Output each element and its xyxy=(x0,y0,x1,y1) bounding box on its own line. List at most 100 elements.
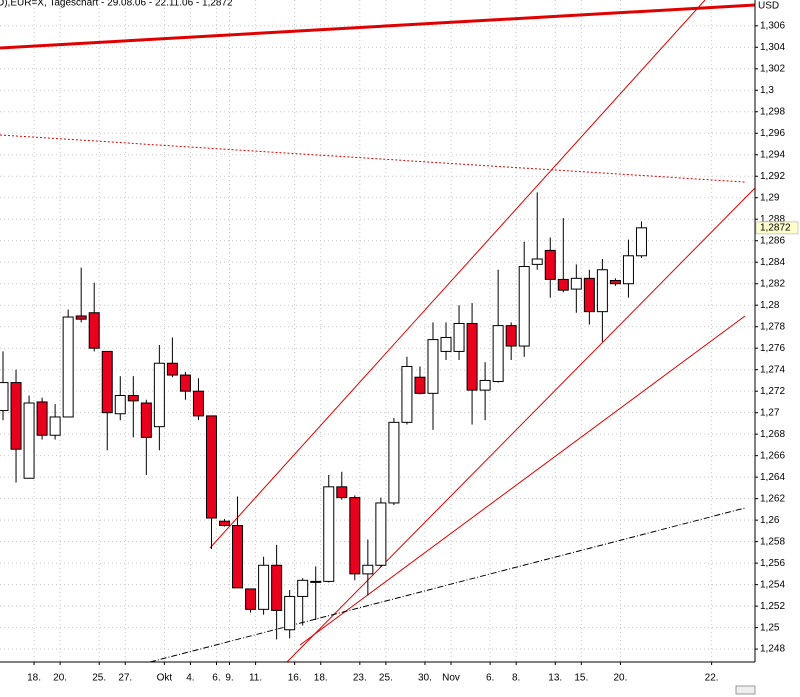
y-tick-label: 1,292 xyxy=(760,171,785,182)
y-tick-label: 1,294 xyxy=(760,149,785,160)
candle-body xyxy=(310,580,322,583)
last-close-box xyxy=(755,221,799,235)
x-tick-label: 9. xyxy=(225,673,233,684)
candle-body xyxy=(375,502,387,566)
last-close-label: 1,2872 xyxy=(760,222,791,233)
y-tick-label: 1,28 xyxy=(760,300,780,311)
candle-body xyxy=(62,316,74,418)
candle-body xyxy=(492,325,504,383)
candle-body xyxy=(114,394,126,415)
candle-body xyxy=(557,278,569,291)
x-tick-label: 25. xyxy=(379,673,393,684)
trend-lines xyxy=(0,0,756,663)
y-tick-label: 1,304 xyxy=(760,42,785,53)
candle-body xyxy=(531,258,543,265)
candle-body xyxy=(23,402,35,479)
x-tick-label: 8. xyxy=(512,673,520,684)
y-tick-label: 1,302 xyxy=(760,63,785,74)
axis-panel xyxy=(755,0,800,697)
candle-body xyxy=(153,362,165,428)
x-tick-label: 11. xyxy=(249,673,262,684)
candle-body xyxy=(596,269,608,313)
scroll-box xyxy=(735,685,756,695)
candle-body xyxy=(49,416,61,436)
candle-body xyxy=(75,315,87,320)
x-tick-label: Okt xyxy=(157,673,173,684)
y-axis-label: USD xyxy=(758,1,779,12)
candle-body xyxy=(88,312,100,349)
trend-line xyxy=(149,507,746,663)
trend-line xyxy=(209,0,706,549)
candle-body xyxy=(635,227,647,257)
x-tick-label: 6. xyxy=(486,673,494,684)
candle-body xyxy=(427,339,439,394)
x-tick-label: 27. xyxy=(118,673,132,684)
candle-body xyxy=(245,588,257,610)
candle-body xyxy=(583,277,595,313)
candle-body xyxy=(479,379,491,391)
y-tick-label: 1,29 xyxy=(760,192,780,203)
x-tick-label: 15. xyxy=(574,673,588,684)
y-tick-label: 1,306 xyxy=(760,20,785,31)
candle-body xyxy=(505,325,517,347)
x-tick-label: 13. xyxy=(548,673,562,684)
y-tick-label: 1,258 xyxy=(760,536,785,547)
candle-body xyxy=(179,374,191,392)
y-tick-label: 1,274 xyxy=(760,364,785,375)
y-tick-label: 1,3 xyxy=(760,85,774,96)
y-tick-label: 1,256 xyxy=(760,558,785,569)
candle-body xyxy=(232,525,244,589)
x-tick-label: Nov xyxy=(442,673,460,684)
trend-line xyxy=(286,187,756,663)
chart-title: D),EUR=X, Tageschart - 29.08.06 - 22.11.… xyxy=(0,0,233,9)
y-tick-label: 1,254 xyxy=(760,579,785,590)
y-tick-label: 1,25 xyxy=(760,622,780,633)
candle-body xyxy=(297,579,309,597)
x-tick-label: 23. xyxy=(353,673,367,684)
x-tick-label: 22. xyxy=(705,673,719,684)
candle-body xyxy=(401,365,413,423)
candles xyxy=(0,192,647,640)
y-tick-label: 1,296 xyxy=(760,128,785,139)
axis-labels: 1,248 1,25 1,252 1,254 1,256 1,258 1,26 1,262 1,… xyxy=(27,20,799,684)
candle-body xyxy=(609,279,621,285)
y-tick-label: 1,278 xyxy=(760,321,785,332)
candle-body xyxy=(336,486,348,499)
y-tick-label: 1,26 xyxy=(760,515,780,526)
y-tick-label: 1,264 xyxy=(760,472,785,483)
candle-body xyxy=(205,415,217,519)
candle-body xyxy=(440,336,452,352)
y-tick-label: 1,282 xyxy=(760,278,785,289)
x-tick-label: 18. xyxy=(314,673,328,684)
candle-body xyxy=(622,255,634,285)
x-tick-label: 18. xyxy=(27,673,41,684)
y-tick-label: 1,288 xyxy=(760,214,785,225)
y-tick-label: 1,298 xyxy=(760,106,785,117)
y-tick-label: 1,272 xyxy=(760,386,785,397)
axis-panel xyxy=(0,662,755,697)
candle-body xyxy=(414,376,426,394)
candle-body xyxy=(284,595,296,631)
y-tick-label: 1,276 xyxy=(760,343,785,354)
x-tick-label: 16. xyxy=(288,673,302,684)
candle-body xyxy=(570,277,582,290)
y-tick-label: 1,262 xyxy=(760,493,785,504)
candle-body xyxy=(466,322,478,391)
y-tick-label: 1,248 xyxy=(760,644,785,655)
candle-body xyxy=(258,564,270,610)
x-tick-label: 4. xyxy=(186,673,194,684)
candle-body xyxy=(349,497,361,575)
candle-body xyxy=(101,350,113,414)
candle-body xyxy=(192,390,204,417)
candle-body xyxy=(544,249,556,280)
candle-body xyxy=(518,266,530,347)
trend-line xyxy=(299,315,746,646)
y-tick-label: 1,286 xyxy=(760,235,785,246)
candle-body xyxy=(453,322,465,352)
x-tick-label: 25. xyxy=(92,673,106,684)
y-tick-label: 1,252 xyxy=(760,601,785,612)
y-tick-label: 1,268 xyxy=(760,429,785,440)
x-tick-label: 20. xyxy=(53,673,67,684)
trend-line xyxy=(0,134,746,183)
